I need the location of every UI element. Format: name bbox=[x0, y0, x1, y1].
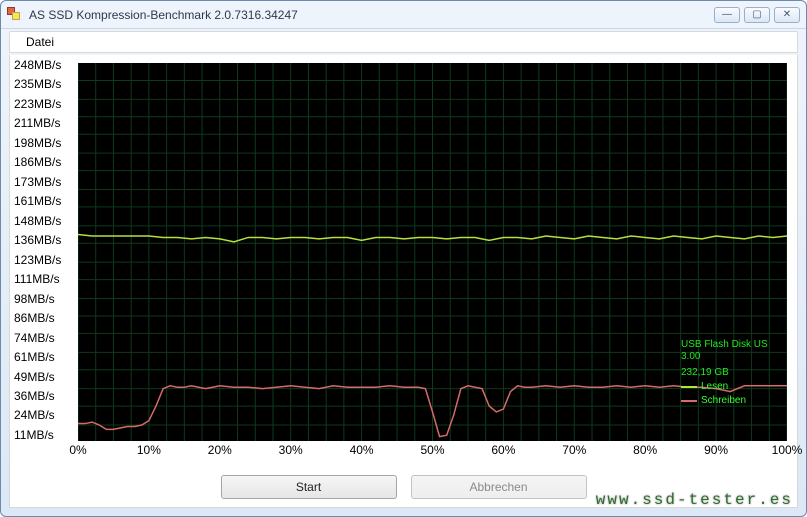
y-tick-label: 198MB/s bbox=[14, 137, 74, 149]
button-row: Start Abbrechen bbox=[10, 467, 797, 507]
y-tick-label: 24MB/s bbox=[14, 409, 74, 421]
y-tick-label: 61MB/s bbox=[14, 351, 74, 363]
x-tick-label: 10% bbox=[137, 443, 161, 457]
x-tick-label: 50% bbox=[420, 443, 444, 457]
x-tick-label: 40% bbox=[350, 443, 374, 457]
y-tick-label: 173MB/s bbox=[14, 176, 74, 188]
x-tick-label: 0% bbox=[69, 443, 86, 457]
y-tick-label: 11MB/s bbox=[14, 429, 74, 441]
plot: USB Flash Disk US 3.00 232,19 GB Lesen S… bbox=[78, 63, 787, 441]
window-controls: — ▢ ✕ bbox=[714, 7, 800, 23]
plot-svg bbox=[78, 63, 787, 441]
x-tick-label: 80% bbox=[633, 443, 657, 457]
app-icon bbox=[7, 7, 23, 23]
y-tick-label: 49MB/s bbox=[14, 371, 74, 383]
y-tick-label: 248MB/s bbox=[14, 59, 74, 71]
y-tick-label: 86MB/s bbox=[14, 312, 74, 324]
y-tick-label: 36MB/s bbox=[14, 390, 74, 402]
y-tick-label: 111MB/s bbox=[14, 273, 74, 285]
y-tick-label: 123MB/s bbox=[14, 254, 74, 266]
x-axis-labels: 0%10%20%30%40%50%60%70%80%90%100% bbox=[78, 443, 787, 461]
x-tick-label: 60% bbox=[491, 443, 515, 457]
y-tick-label: 235MB/s bbox=[14, 78, 74, 90]
minimize-button[interactable]: — bbox=[714, 7, 740, 23]
menubar: Datei bbox=[9, 31, 798, 53]
menu-datei[interactable]: Datei bbox=[20, 33, 60, 51]
chart-area: 248MB/s 235MB/s 223MB/s 211MB/s 198MB/s 186MB… bbox=[14, 59, 793, 467]
window-title: AS SSD Kompression-Benchmark 2.0.7316.34… bbox=[29, 8, 714, 22]
x-tick-label: 100% bbox=[772, 443, 803, 457]
x-tick-label: 90% bbox=[704, 443, 728, 457]
y-tick-label: 211MB/s bbox=[14, 117, 74, 129]
client-area: 248MB/s 235MB/s 223MB/s 211MB/s 198MB/s 186MB… bbox=[9, 55, 798, 508]
start-button[interactable]: Start bbox=[221, 475, 397, 499]
y-tick-label: 74MB/s bbox=[14, 332, 74, 344]
x-tick-label: 30% bbox=[279, 443, 303, 457]
x-tick-label: 20% bbox=[208, 443, 232, 457]
cancel-button: Abbrechen bbox=[411, 475, 587, 499]
app-window: AS SSD Kompression-Benchmark 2.0.7316.34… bbox=[0, 0, 807, 517]
y-tick-label: 98MB/s bbox=[14, 293, 74, 305]
maximize-button[interactable]: ▢ bbox=[744, 7, 770, 23]
y-axis-labels: 248MB/s 235MB/s 223MB/s 211MB/s 198MB/s 186MB… bbox=[14, 59, 76, 441]
titlebar[interactable]: AS SSD Kompression-Benchmark 2.0.7316.34… bbox=[1, 1, 806, 29]
y-tick-label: 223MB/s bbox=[14, 98, 74, 110]
close-button[interactable]: ✕ bbox=[774, 7, 800, 23]
y-tick-label: 136MB/s bbox=[14, 234, 74, 246]
y-tick-label: 148MB/s bbox=[14, 215, 74, 227]
y-tick-label: 186MB/s bbox=[14, 156, 74, 168]
y-tick-label: 161MB/s bbox=[14, 195, 74, 207]
x-tick-label: 70% bbox=[562, 443, 586, 457]
